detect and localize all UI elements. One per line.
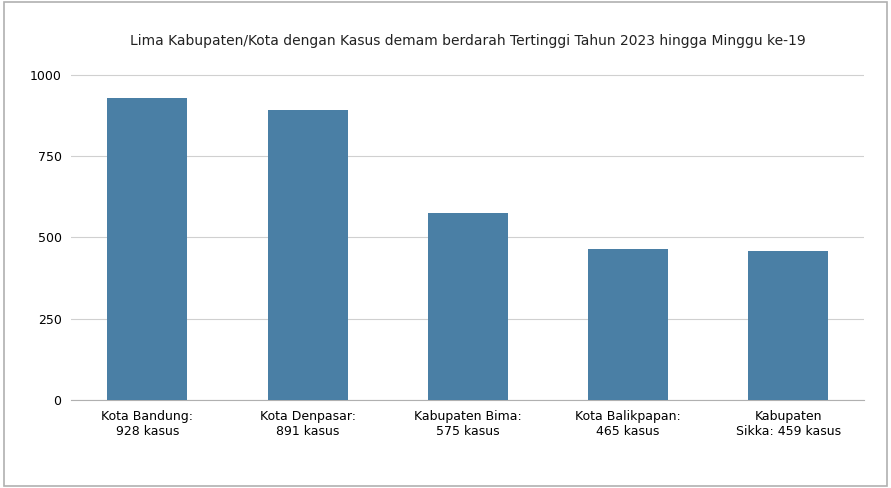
Bar: [267, 110, 347, 400]
Bar: [588, 249, 668, 400]
Title: Lima Kabupaten/Kota dengan Kasus demam berdarah Tertinggi Tahun 2023 hingga Ming: Lima Kabupaten/Kota dengan Kasus demam b…: [130, 34, 805, 48]
Bar: [748, 251, 829, 400]
Bar: [428, 213, 508, 400]
Bar: [107, 98, 187, 400]
